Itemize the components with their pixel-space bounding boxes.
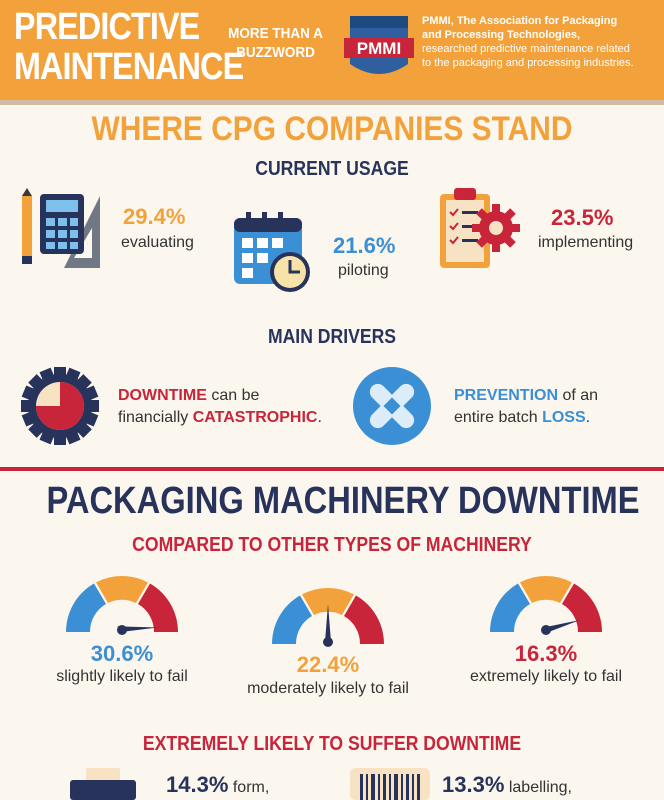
driver-prevention-highlight-2: LOSS — [542, 409, 586, 426]
section-title-cpg: WHERE CPG COMPANIES STAND — [91, 110, 573, 148]
driver-prevention-text-3: . — [585, 409, 591, 426]
section-divider — [0, 467, 664, 471]
driver-prevention-text-1: of an — [558, 387, 599, 404]
current-usage-heading: CURRENT USAGE — [255, 158, 409, 180]
org-name-line-1: PMMI, The Association for Packaging — [422, 15, 618, 27]
gauge-extremely — [484, 570, 608, 641]
driver-downtime-text-3: . — [317, 409, 322, 426]
driver-downtime-text-2: financially — [118, 409, 193, 426]
driver-prevention-highlight: PREVENTION — [454, 387, 559, 404]
gauge-extremely-label: extremely likely to fail — [469, 668, 623, 685]
gauge-moderately-pct: 22.4% — [296, 652, 360, 677]
extremely-heading: EXTREMELY LIKELY TO SUFFER DOWNTIME — [142, 733, 522, 755]
gauge-moderately — [266, 582, 390, 653]
extremely-labelling-label: labelling, — [508, 779, 572, 796]
clipboard-gear-icon — [438, 188, 522, 275]
tagline: MORE THAN A BUZZWORD — [226, 24, 325, 62]
bandage-icon — [352, 366, 432, 451]
extremely-labelling: 13.3% labelling, — [442, 772, 572, 798]
driver-prevention: PREVENTION of an entire batch LOSS. — [454, 385, 598, 429]
calendar-clock-icon — [232, 212, 314, 299]
driver-downtime: DOWNTIME can be financially CATASTROPHIC… — [118, 385, 322, 429]
gauge-extremely-pct: 16.3% — [514, 641, 578, 666]
driver-downtime-text-1: can be — [206, 387, 260, 404]
tagline-line-2: BUZZWORD — [236, 44, 315, 61]
stat-piloting-pct: 21.6% — [333, 233, 396, 258]
stat-implementing-pct: 23.5% — [551, 205, 614, 230]
extremely-form-pct: 14.3% — [166, 772, 229, 797]
driver-prevention-text-2: entire batch — [454, 409, 543, 426]
stat-implementing-label: implementing — [538, 234, 634, 251]
gauge-slightly-label: slightly likely to fail — [56, 668, 188, 685]
extremely-labelling-pct: 13.3% — [442, 772, 505, 797]
driver-downtime-highlight-2: CATASTROPHIC — [192, 409, 318, 426]
gear-pie-icon — [20, 366, 100, 451]
org-name-line-2: and Processing Technologies, — [422, 29, 581, 41]
title-line-2: MAINTENANCE — [14, 46, 244, 88]
driver-downtime-highlight: DOWNTIME — [118, 387, 207, 404]
pmmi-description: PMMI, The Association for Packaging and … — [422, 14, 658, 70]
machine-icon — [68, 768, 138, 800]
stat-piloting-label: piloting — [338, 262, 389, 279]
header-shadow — [0, 100, 664, 105]
gauge-slightly — [60, 570, 184, 641]
calculator-ruler-icon — [20, 186, 102, 275]
extremely-form-label: form, — [232, 779, 270, 796]
gauge-moderately-label: moderately likely to fail — [247, 680, 409, 697]
extremely-form: 14.3% form, — [166, 772, 269, 798]
section-title-downtime: PACKAGING MACHINERY DOWNTIME — [46, 480, 640, 522]
main-drivers-heading: MAIN DRIVERS — [267, 326, 397, 348]
barcode-icon — [350, 768, 430, 800]
header-banner — [0, 0, 664, 100]
tagline-line-1: MORE THAN A — [228, 25, 323, 42]
description-line-2: to the packaging and processing industri… — [422, 57, 634, 69]
description-line-1: researched predictive maintenance relate… — [422, 43, 630, 55]
stat-evaluating-label: evaluating — [121, 234, 194, 251]
title-line-1: PREDICTIVE — [14, 6, 200, 48]
pmmi-logo-text: PMMI — [357, 39, 401, 58]
gauge-slightly-pct: 30.6% — [90, 641, 154, 666]
stat-evaluating-pct: 29.4% — [123, 204, 186, 229]
compared-heading: COMPARED TO OTHER TYPES OF MACHINERY — [132, 534, 532, 556]
pmmi-logo: PMMI — [344, 12, 414, 87]
